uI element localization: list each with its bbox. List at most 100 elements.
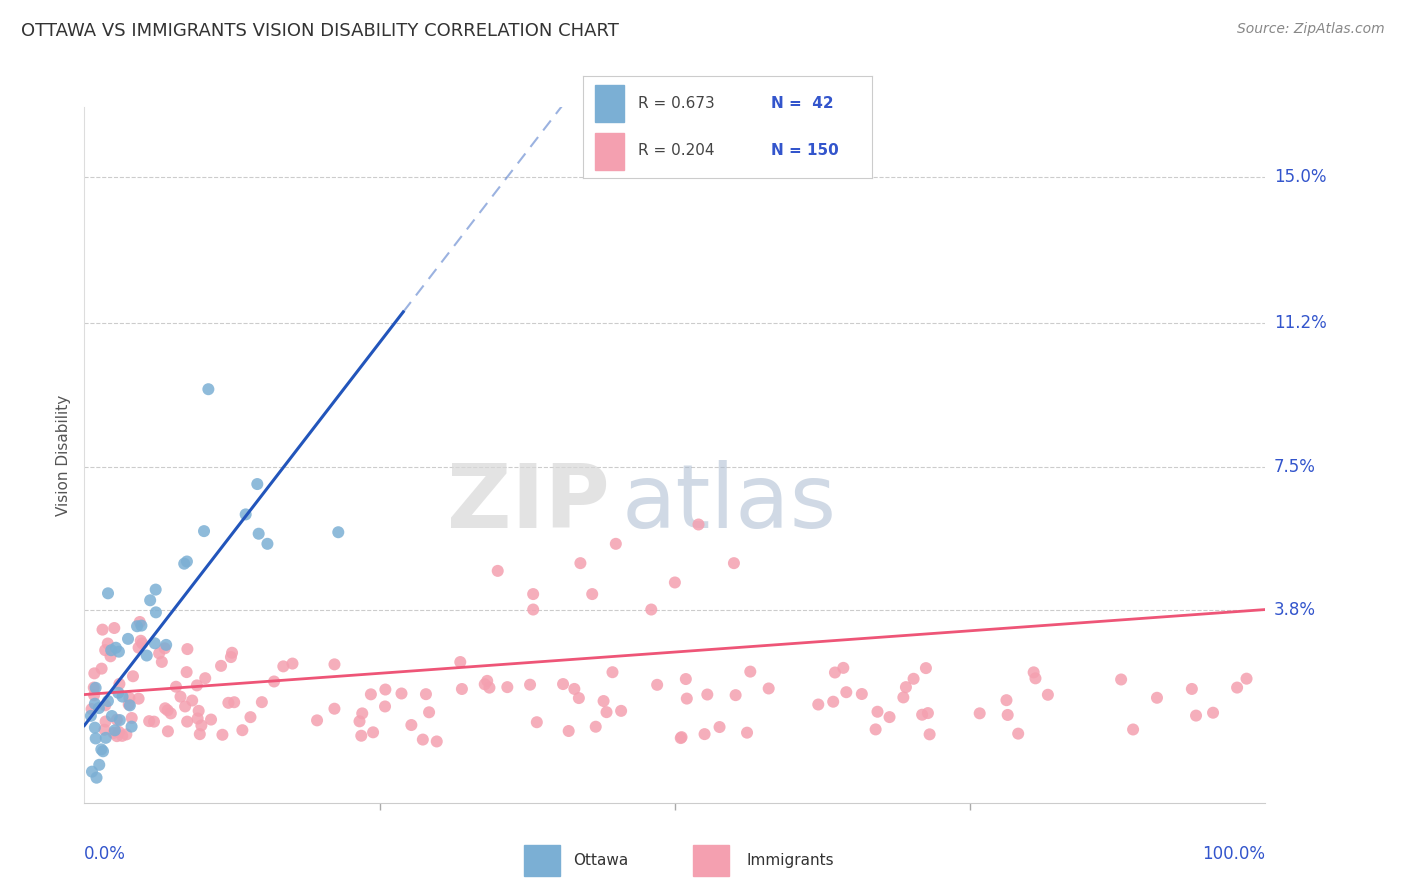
Point bbox=[121, 720, 143, 734]
Point bbox=[823, 695, 845, 709]
Text: ZIP: ZIP bbox=[447, 460, 610, 547]
Bar bbox=[524, 845, 560, 876]
Point bbox=[250, 695, 273, 709]
Point bbox=[969, 706, 991, 721]
Point bbox=[117, 632, 139, 646]
Point bbox=[724, 688, 747, 702]
Point bbox=[108, 645, 131, 659]
Point bbox=[477, 673, 499, 688]
Text: 7.5%: 7.5% bbox=[1274, 458, 1316, 475]
Point bbox=[84, 731, 107, 746]
Point bbox=[519, 678, 541, 692]
Point bbox=[97, 636, 120, 650]
Point bbox=[918, 727, 941, 741]
Point bbox=[522, 587, 544, 601]
Point bbox=[807, 698, 830, 712]
Point bbox=[128, 691, 150, 706]
Point bbox=[1146, 690, 1168, 705]
Point bbox=[1022, 665, 1045, 680]
Point bbox=[911, 707, 934, 722]
Text: OTTAWA VS IMMIGRANTS VISION DISABILITY CORRELATION CHART: OTTAWA VS IMMIGRANTS VISION DISABILITY C… bbox=[21, 22, 619, 40]
Point bbox=[735, 725, 758, 739]
Point bbox=[669, 731, 692, 745]
Point bbox=[91, 744, 114, 758]
Point bbox=[194, 671, 217, 685]
Point bbox=[139, 593, 162, 607]
Point bbox=[478, 681, 501, 695]
Point bbox=[197, 382, 219, 396]
Point bbox=[143, 636, 166, 650]
Point bbox=[115, 727, 138, 741]
Point bbox=[418, 706, 440, 720]
Point bbox=[239, 710, 262, 724]
Point bbox=[187, 711, 209, 725]
Point bbox=[758, 681, 780, 696]
Point bbox=[675, 691, 697, 706]
Point bbox=[104, 640, 127, 655]
Point bbox=[360, 687, 382, 701]
Point bbox=[894, 680, 917, 694]
Point bbox=[1109, 673, 1132, 687]
Text: 100.0%: 100.0% bbox=[1202, 845, 1265, 863]
Point bbox=[100, 643, 122, 657]
Point bbox=[374, 699, 396, 714]
Point bbox=[83, 666, 105, 681]
Text: atlas: atlas bbox=[621, 460, 837, 547]
Point bbox=[187, 704, 209, 718]
Point bbox=[1202, 706, 1225, 720]
Point bbox=[211, 728, 233, 742]
Point bbox=[94, 698, 117, 713]
Point bbox=[551, 677, 574, 691]
Point bbox=[97, 586, 120, 600]
Point bbox=[391, 686, 413, 700]
Point bbox=[592, 694, 614, 708]
Point bbox=[105, 729, 128, 743]
Point bbox=[103, 726, 125, 740]
Point bbox=[401, 718, 423, 732]
Text: 3.8%: 3.8% bbox=[1274, 600, 1316, 618]
Point bbox=[90, 662, 112, 676]
Point bbox=[138, 714, 160, 728]
Point bbox=[231, 723, 253, 738]
Point bbox=[323, 702, 346, 716]
Point bbox=[374, 682, 396, 697]
Point bbox=[610, 704, 633, 718]
Point bbox=[217, 696, 239, 710]
Point bbox=[128, 640, 150, 655]
Point bbox=[150, 655, 173, 669]
Point bbox=[451, 681, 474, 696]
Point bbox=[156, 703, 179, 717]
Point bbox=[246, 477, 269, 491]
Point bbox=[186, 678, 208, 692]
Point bbox=[176, 554, 198, 568]
Point bbox=[108, 713, 131, 727]
Point bbox=[1226, 681, 1249, 695]
Point bbox=[90, 742, 112, 756]
Point bbox=[412, 732, 434, 747]
Point bbox=[361, 725, 384, 739]
Point bbox=[323, 657, 346, 672]
Point bbox=[824, 665, 846, 680]
Point bbox=[693, 727, 716, 741]
Point bbox=[159, 706, 181, 721]
Point bbox=[496, 680, 519, 694]
Point bbox=[143, 714, 166, 729]
Point bbox=[91, 623, 114, 637]
Point bbox=[891, 690, 914, 705]
Point bbox=[569, 556, 592, 570]
Point bbox=[97, 694, 120, 708]
Point bbox=[675, 672, 697, 686]
Point bbox=[94, 714, 117, 729]
Text: Source: ZipAtlas.com: Source: ZipAtlas.com bbox=[1237, 22, 1385, 37]
Point bbox=[273, 659, 295, 673]
Point bbox=[486, 564, 509, 578]
Point bbox=[145, 582, 167, 597]
Point bbox=[193, 524, 215, 538]
Point bbox=[349, 714, 371, 729]
Point bbox=[350, 729, 373, 743]
Point bbox=[108, 677, 131, 691]
Point bbox=[104, 723, 127, 738]
Point bbox=[131, 618, 153, 632]
Point bbox=[80, 764, 103, 779]
Bar bbox=[693, 845, 728, 876]
